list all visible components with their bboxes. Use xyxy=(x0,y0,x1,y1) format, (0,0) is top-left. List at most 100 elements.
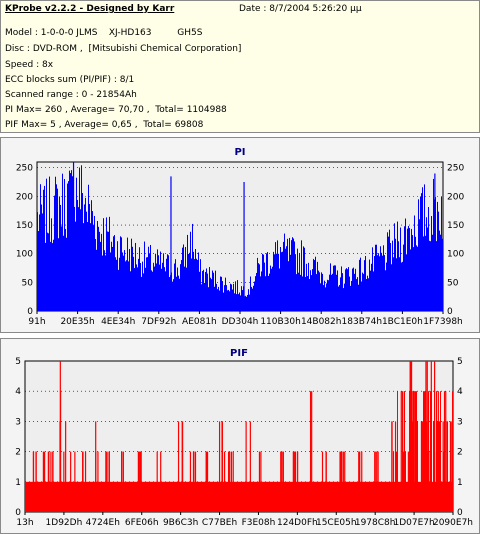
pi-bar xyxy=(418,199,419,311)
x-tick-label: 1BC1E0h xyxy=(382,317,423,327)
pi-bar xyxy=(216,283,217,311)
pif-bar xyxy=(395,451,396,512)
x-tick-label: 20E35h xyxy=(60,317,94,327)
pi-bar xyxy=(278,253,279,311)
pi-bar xyxy=(206,268,207,311)
y-tick-label-left: 2 xyxy=(15,448,21,458)
y-tick-label-right: 1 xyxy=(457,478,463,488)
pi-bar xyxy=(61,226,62,311)
pi-bar xyxy=(327,279,328,311)
pif-bar xyxy=(294,451,296,512)
pi-bar xyxy=(413,247,414,311)
pi-bar xyxy=(99,231,100,311)
pi-bar xyxy=(162,262,163,311)
pif-series xyxy=(25,361,453,512)
pi-bar xyxy=(200,259,201,311)
pi-bar xyxy=(357,277,358,311)
pif-bar xyxy=(260,451,262,512)
pif-bar xyxy=(411,391,412,512)
pi-bar xyxy=(254,281,255,311)
pi-bar xyxy=(186,267,187,311)
pi-bar xyxy=(235,281,236,311)
pi-bar xyxy=(252,288,253,311)
pi-bar xyxy=(155,253,156,311)
pif-bar xyxy=(452,391,453,512)
pif-bar xyxy=(342,451,344,512)
pi-bar xyxy=(345,269,346,311)
pi-bar xyxy=(72,176,73,311)
pi-bar xyxy=(410,249,411,311)
pi-bar xyxy=(266,253,267,311)
pi-bar xyxy=(394,223,395,311)
pif-bar xyxy=(105,451,107,512)
pif-bar xyxy=(402,391,403,512)
pi-bar xyxy=(138,258,139,311)
pi-bar xyxy=(146,257,147,311)
pi-bar xyxy=(228,289,229,311)
pi-bar xyxy=(91,200,92,311)
x-tick-label: 15CE05h xyxy=(316,518,357,528)
pif-bar xyxy=(293,451,295,512)
pi-bar xyxy=(152,271,153,311)
pif-bar xyxy=(429,391,432,512)
pi-bar xyxy=(412,235,413,311)
pi-bar xyxy=(271,268,272,311)
pi-bar xyxy=(160,251,161,311)
pi-bar xyxy=(76,177,77,311)
pi-bar xyxy=(294,241,295,311)
pi-bar xyxy=(318,270,319,311)
pi-bar xyxy=(298,272,299,311)
pif-bar xyxy=(42,451,45,512)
pi-bar xyxy=(185,247,186,311)
pi-bar xyxy=(101,233,102,311)
y-tick-label-left: 5 xyxy=(15,357,21,367)
pif-bar xyxy=(393,451,394,512)
pi-bar xyxy=(115,257,116,311)
pi-bar xyxy=(343,288,344,311)
pi-bar xyxy=(316,274,317,311)
ecc-blocks: ECC blocks sum (PI/PIF) : 8/1 xyxy=(5,75,135,85)
pi-bar xyxy=(317,261,318,311)
pif-bar xyxy=(391,421,393,512)
pif-bar xyxy=(59,421,61,512)
pif-bar xyxy=(421,421,422,512)
pi-bar xyxy=(158,255,159,311)
pi-bar xyxy=(258,263,259,311)
pi-bar xyxy=(66,237,67,311)
pi-bar xyxy=(154,266,155,311)
pi-bar xyxy=(47,232,48,311)
pif-bar xyxy=(221,421,223,512)
pi-bar xyxy=(285,248,286,311)
pi-bar xyxy=(408,225,409,311)
pi-bar xyxy=(340,277,341,311)
pi-bar xyxy=(204,282,205,311)
pi-bar xyxy=(87,222,88,311)
y-tick-label-left: 50 xyxy=(22,278,34,288)
pi-bar xyxy=(196,258,197,311)
pif-bar xyxy=(341,451,343,512)
pi-bar xyxy=(293,238,294,311)
pi-bar xyxy=(114,235,115,311)
pi-bar xyxy=(77,199,78,311)
pi-bar xyxy=(400,227,401,311)
pi-bar xyxy=(417,246,418,311)
pi-bar xyxy=(197,260,198,311)
pif-bar xyxy=(449,421,452,512)
pif-bar xyxy=(416,391,417,512)
pi-bar xyxy=(194,259,195,311)
x-tick-label: 4EE34h xyxy=(101,317,135,327)
pi-bar xyxy=(283,241,284,311)
y-tick-label-left: 4 xyxy=(15,387,21,397)
y-tick-label-right: 150 xyxy=(447,221,464,231)
pi-bar xyxy=(237,280,238,311)
pi-bar xyxy=(60,204,61,311)
pi-bar xyxy=(369,259,370,311)
pi-bar xyxy=(198,252,199,311)
y-tick-label-right: 100 xyxy=(447,250,464,260)
pi-bar xyxy=(338,286,339,311)
pif-bar xyxy=(433,361,436,512)
pi-bar xyxy=(422,187,423,311)
pi-bar xyxy=(80,209,81,311)
pi-bar xyxy=(279,268,280,311)
pi-bar xyxy=(54,195,55,311)
